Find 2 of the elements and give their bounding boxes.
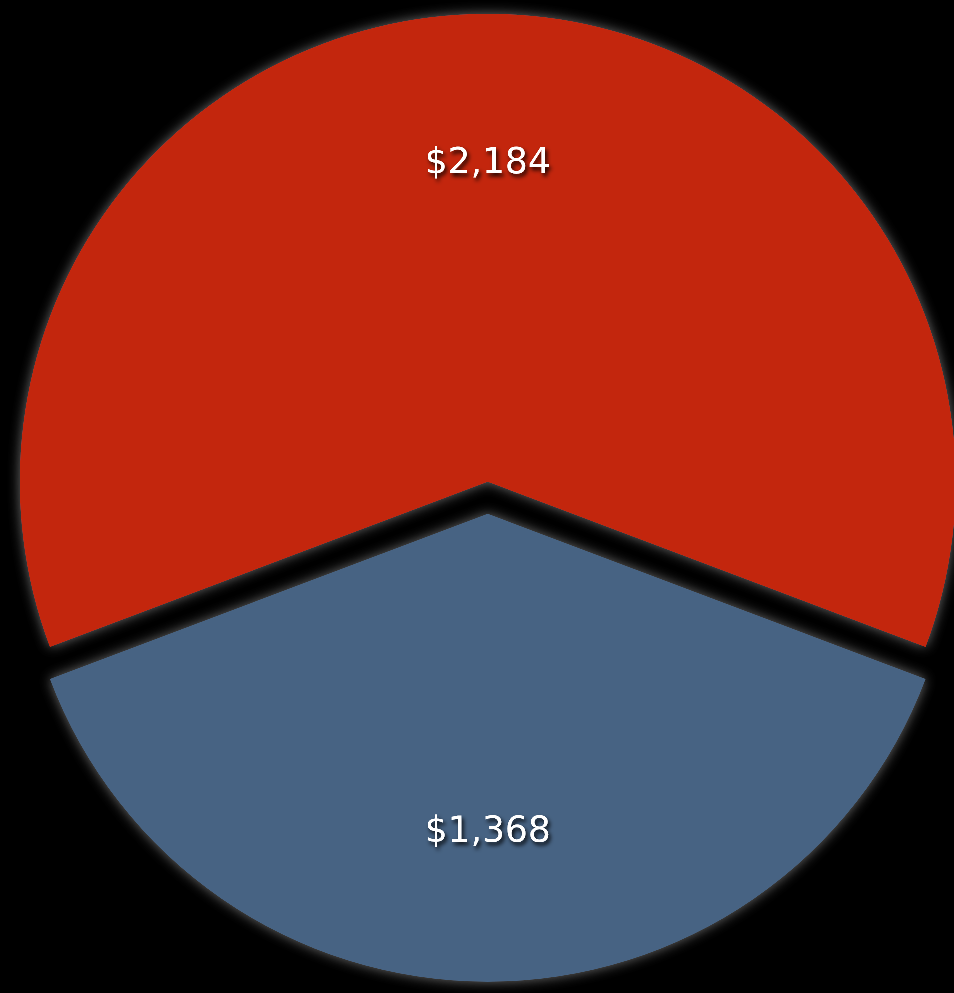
data-label: $2,184 [425,142,551,183]
data-label: $1,368 [425,810,551,852]
